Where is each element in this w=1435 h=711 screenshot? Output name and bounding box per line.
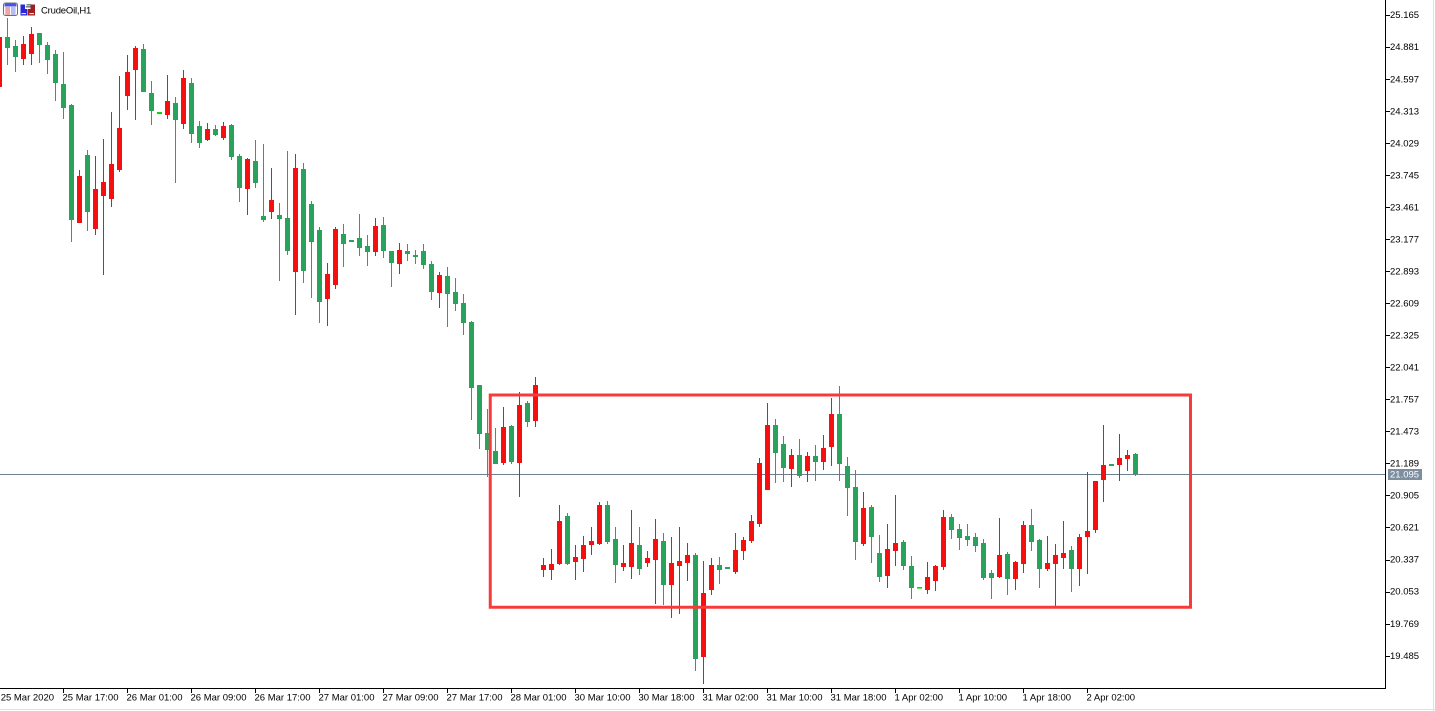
svg-text:24.881: 24.881 — [1390, 42, 1419, 53]
svg-text:26 Mar 09:00: 26 Mar 09:00 — [191, 692, 247, 703]
svg-text:22.041: 22.041 — [1390, 363, 1419, 374]
svg-text:1 Apr 18:00: 1 Apr 18:00 — [1023, 692, 1072, 703]
svg-text:20.337: 20.337 — [1390, 555, 1419, 566]
svg-text:CrudeOil,H1: CrudeOil,H1 — [41, 6, 91, 17]
svg-text:31 Mar 18:00: 31 Mar 18:00 — [831, 692, 887, 703]
svg-text:27 Mar 09:00: 27 Mar 09:00 — [383, 692, 439, 703]
svg-text:21.095: 21.095 — [1390, 470, 1419, 481]
svg-text:20.905: 20.905 — [1390, 491, 1419, 502]
svg-text:23.745: 23.745 — [1390, 170, 1419, 181]
svg-text:27 Mar 17:00: 27 Mar 17:00 — [447, 692, 503, 703]
svg-text:19.769: 19.769 — [1390, 619, 1419, 630]
svg-text:2 Apr 02:00: 2 Apr 02:00 — [1087, 692, 1136, 703]
svg-text:26 Mar 17:00: 26 Mar 17:00 — [255, 692, 311, 703]
svg-text:24.313: 24.313 — [1390, 106, 1419, 117]
svg-text:1 Apr 10:00: 1 Apr 10:00 — [959, 692, 1008, 703]
svg-text:31 Mar 10:00: 31 Mar 10:00 — [767, 692, 823, 703]
svg-text:26 Mar 01:00: 26 Mar 01:00 — [127, 692, 183, 703]
svg-text:24.597: 24.597 — [1390, 74, 1419, 85]
svg-text:21.189: 21.189 — [1390, 459, 1419, 470]
svg-text:23.177: 23.177 — [1390, 234, 1419, 245]
svg-text:1 Apr 02:00: 1 Apr 02:00 — [895, 692, 944, 703]
svg-text:21.473: 21.473 — [1390, 427, 1419, 438]
svg-text:28 Mar 01:00: 28 Mar 01:00 — [511, 692, 567, 703]
svg-text:20.053: 20.053 — [1390, 587, 1419, 598]
svg-text:20.621: 20.621 — [1390, 523, 1419, 534]
svg-text:30 Mar 18:00: 30 Mar 18:00 — [639, 692, 695, 703]
svg-text:27 Mar 01:00: 27 Mar 01:00 — [319, 692, 375, 703]
svg-text:22.325: 22.325 — [1390, 331, 1419, 342]
svg-text:25 Mar 2020: 25 Mar 2020 — [1, 692, 54, 703]
svg-text:30 Mar 10:00: 30 Mar 10:00 — [575, 692, 631, 703]
svg-text:21.757: 21.757 — [1390, 395, 1419, 406]
svg-text:31 Mar 02:00: 31 Mar 02:00 — [703, 692, 759, 703]
svg-text:24.029: 24.029 — [1390, 138, 1419, 149]
svg-text:23.461: 23.461 — [1390, 202, 1419, 213]
svg-text:25 Mar 17:00: 25 Mar 17:00 — [63, 692, 119, 703]
svg-text:25.165: 25.165 — [1390, 10, 1419, 21]
svg-text:19.485: 19.485 — [1390, 651, 1419, 662]
svg-text:22.609: 22.609 — [1390, 299, 1419, 310]
svg-text:22.893: 22.893 — [1390, 266, 1419, 277]
